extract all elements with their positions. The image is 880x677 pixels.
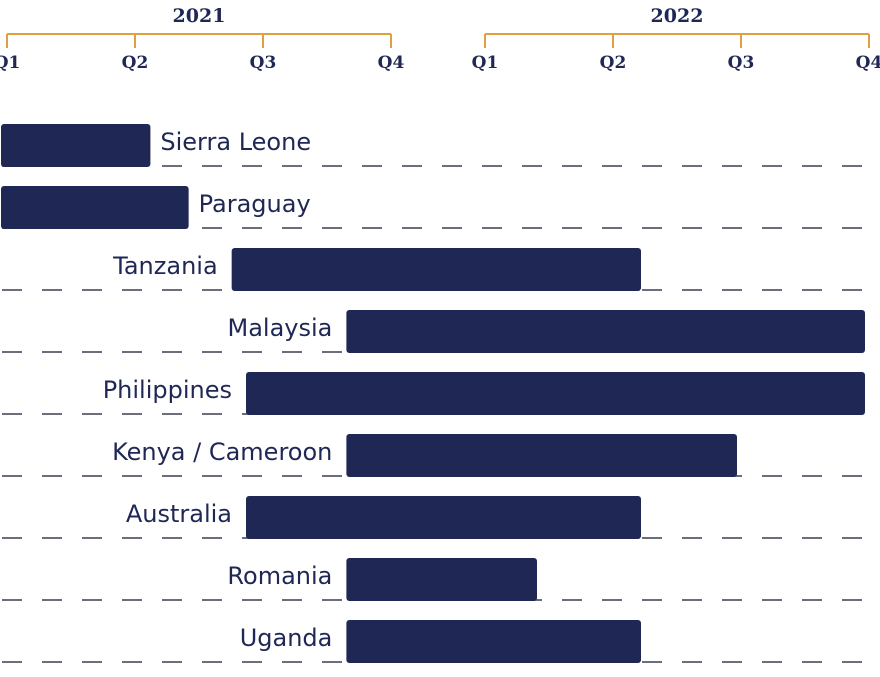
bar-uganda [346, 620, 641, 663]
quarter-label-2021-q4: Q4 [378, 53, 405, 73]
quarter-label-2022-q3: Q3 [728, 53, 755, 73]
bar-australia [246, 496, 641, 539]
row-label-malaysia: Malaysia [228, 314, 333, 342]
bar-kenya-cameroon [346, 434, 737, 477]
quarter-label-2021-q2: Q2 [122, 53, 149, 73]
year-label-2022: 2022 [651, 5, 704, 27]
row-label-romania: Romania [227, 562, 332, 590]
row-label-philippines: Philippines [103, 376, 232, 404]
year-label-2021: 2021 [173, 5, 226, 27]
bar-tanzania [231, 248, 641, 291]
bar-malaysia [346, 310, 865, 353]
bar-romania [346, 558, 537, 601]
bar-philippines [246, 372, 865, 415]
row-label-kenya-cameroon: Kenya / Cameroon [112, 438, 332, 466]
bar-paraguay [1, 186, 189, 229]
quarter-label-2022-q1: Q1 [472, 53, 499, 73]
quarter-label-2022-q2: Q2 [600, 53, 627, 73]
quarter-label-2021-q3: Q3 [250, 53, 277, 73]
row-label-tanzania: Tanzania [112, 252, 218, 280]
quarter-label-2021-q1: Q1 [0, 53, 20, 73]
bar-sierra-leone [1, 124, 151, 167]
row-label-sierra-leone: Sierra Leone [160, 128, 311, 156]
row-label-paraguay: Paraguay [199, 190, 311, 218]
row-label-australia: Australia [126, 500, 232, 528]
quarter-label-2022-q4: Q4 [856, 53, 880, 73]
row-label-uganda: Uganda [240, 624, 333, 652]
